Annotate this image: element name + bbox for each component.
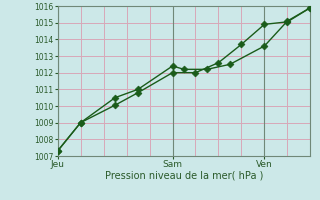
X-axis label: Pression niveau de la mer( hPa ): Pression niveau de la mer( hPa ): [105, 171, 263, 181]
